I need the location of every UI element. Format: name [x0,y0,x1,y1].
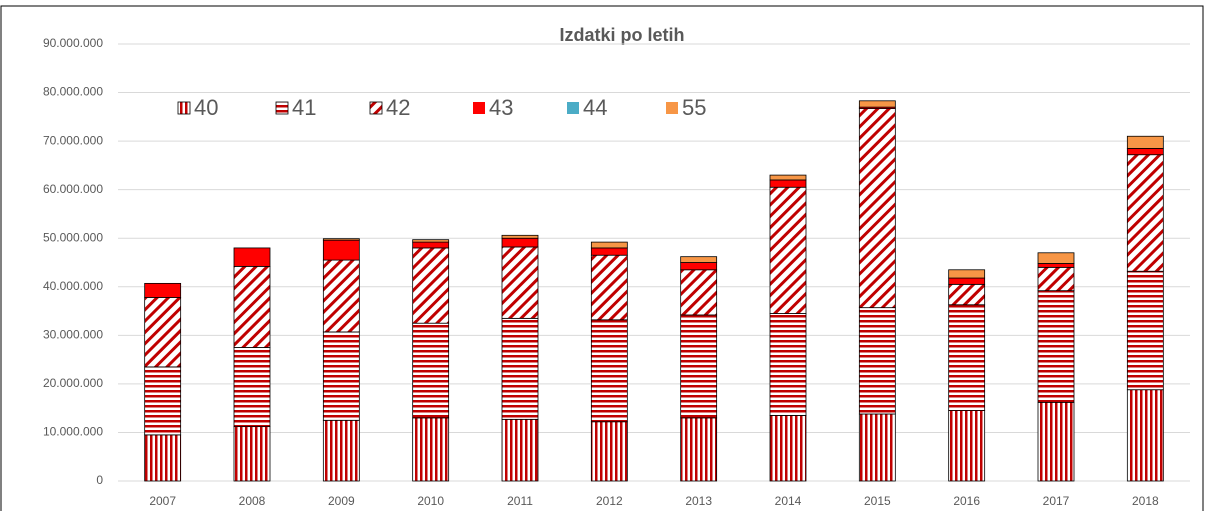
bar-segment [769,174,807,181]
bar-segment [858,100,896,108]
legend-swatch [473,102,485,114]
bar-segment [322,331,360,421]
bar-segment [412,247,450,324]
y-tick-label: 60.000.000 [43,182,103,196]
bar-segment [680,256,718,263]
x-tick-label: 2014 [775,494,802,508]
bar-segment [1126,389,1164,482]
legend-swatch [177,101,191,115]
bar-segment [858,108,896,309]
y-tick-label: 80.000.000 [43,85,103,99]
legend-swatch [275,101,289,115]
bar-segment [144,297,182,368]
y-tick-label: 10.000.000 [43,425,103,439]
x-tick-label: 2012 [596,494,623,508]
bar-segment [412,417,450,482]
bar-segment [590,319,628,423]
bar-segment [769,186,807,314]
x-tick-label: 2016 [953,494,980,508]
bar-segment [412,322,450,419]
bar-segment [858,307,896,415]
legend-label: 44 [583,95,607,120]
bar-segment [233,265,271,348]
bar-segment [1037,263,1075,268]
bar-segment [501,237,539,248]
bar-segment [680,314,718,419]
x-tick-label: 2010 [417,494,444,508]
y-tick-label: 70.000.000 [43,133,103,147]
y-tick-label: 40.000.000 [43,279,103,293]
bar-segment [322,419,360,482]
bar-segment [1037,266,1075,292]
y-tick-label: 50.000.000 [43,230,103,244]
bar-segment [144,282,182,298]
legend-swatch [369,101,383,115]
bar-segment [948,277,986,285]
chart-title: Izdatki po letih [559,25,684,45]
bar-segment [1037,290,1075,403]
x-tick-label: 2017 [1043,494,1070,508]
legend-swatch [666,102,678,114]
x-tick-label: 2011 [507,494,533,508]
x-tick-label: 2013 [685,494,712,508]
y-tick-label: 0 [96,473,103,487]
legend-label: 42 [386,95,410,120]
bar-segment [680,417,718,482]
legend-label: 43 [489,95,513,120]
x-tick-label: 2015 [864,494,891,508]
bar-segment [233,347,271,428]
bar-segment [1037,252,1075,264]
x-tick-label: 2008 [239,494,266,508]
x-tick-label: 2007 [149,494,176,508]
bar-segment [1037,401,1075,482]
bar-segment [590,247,628,256]
bar-segment [948,269,986,279]
y-tick-label: 30.000.000 [43,328,103,342]
bar-segment [412,241,450,249]
y-tick-label: 90.000.000 [43,36,103,50]
bar-segment [769,415,807,482]
bar-segment [501,246,539,319]
bar-segment [858,413,896,482]
bar-segment [233,426,271,482]
bar-segment [1126,147,1164,156]
bar-segment [769,179,807,188]
bar-segment [680,269,718,316]
bar-segment [322,259,360,333]
bar-segment [322,238,360,241]
bar-segment [948,304,986,411]
legend-label: 40 [194,95,218,120]
legend-swatch [567,102,579,114]
bar-segment [501,418,539,482]
bar-segment [769,313,807,416]
bar-segment [1126,135,1164,149]
bar-segment [590,421,628,482]
bar-segment [590,254,628,321]
bar-segment [680,262,718,271]
y-tick-label: 20.000.000 [43,376,103,390]
bar-segment [590,241,628,249]
bar-segment [412,239,450,243]
bar-segment [144,366,182,436]
bar-segment [948,283,986,306]
bar-segment [948,410,986,482]
bar-segment [322,239,360,261]
legend-label: 55 [682,95,706,120]
x-tick-label: 2009 [328,494,355,508]
x-tick-label: 2018 [1132,494,1159,508]
legend-label: 41 [292,95,316,120]
bar-segment [501,317,539,420]
bar-segment [1126,270,1164,391]
bar-segment [233,247,271,267]
bar-segment [501,234,539,239]
bar-segment [144,434,182,482]
bar-segment [1126,154,1164,272]
